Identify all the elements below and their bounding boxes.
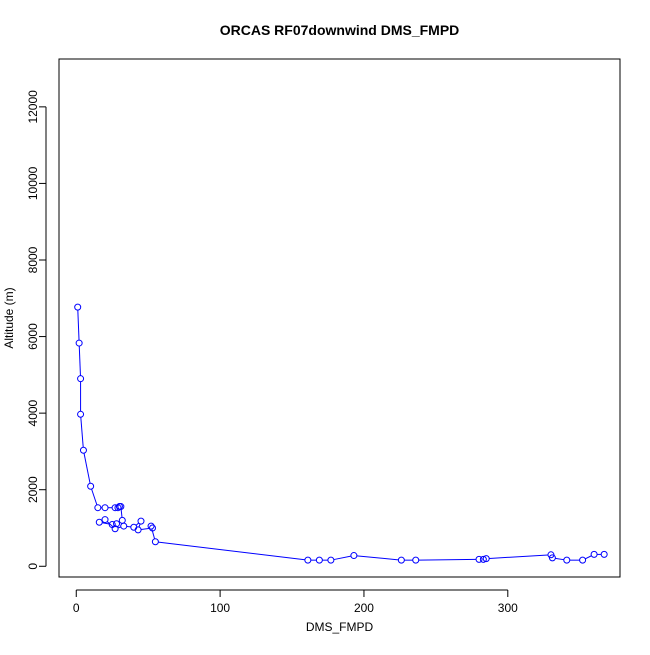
x-tick-label: 300 bbox=[498, 601, 518, 615]
y-tick-label: 4000 bbox=[26, 399, 40, 426]
x-tick-label: 100 bbox=[210, 601, 230, 615]
y-tick-label: 8000 bbox=[26, 246, 40, 273]
y-tick-label: 12000 bbox=[26, 90, 40, 124]
y-tick-label: 2000 bbox=[26, 476, 40, 503]
chart-title: ORCAS RF07downwind DMS_FMPD bbox=[220, 22, 460, 38]
y-axis-label: Altitude (m) bbox=[2, 287, 16, 348]
x-axis-label: DMS_FMPD bbox=[306, 620, 374, 634]
y-tick-label: 10000 bbox=[26, 166, 40, 200]
x-tick-label: 200 bbox=[354, 601, 374, 615]
series-line-segment bbox=[419, 559, 476, 560]
y-tick-label: 0 bbox=[26, 563, 40, 570]
y-tick-label: 6000 bbox=[26, 323, 40, 350]
x-tick-label: 0 bbox=[73, 601, 80, 615]
